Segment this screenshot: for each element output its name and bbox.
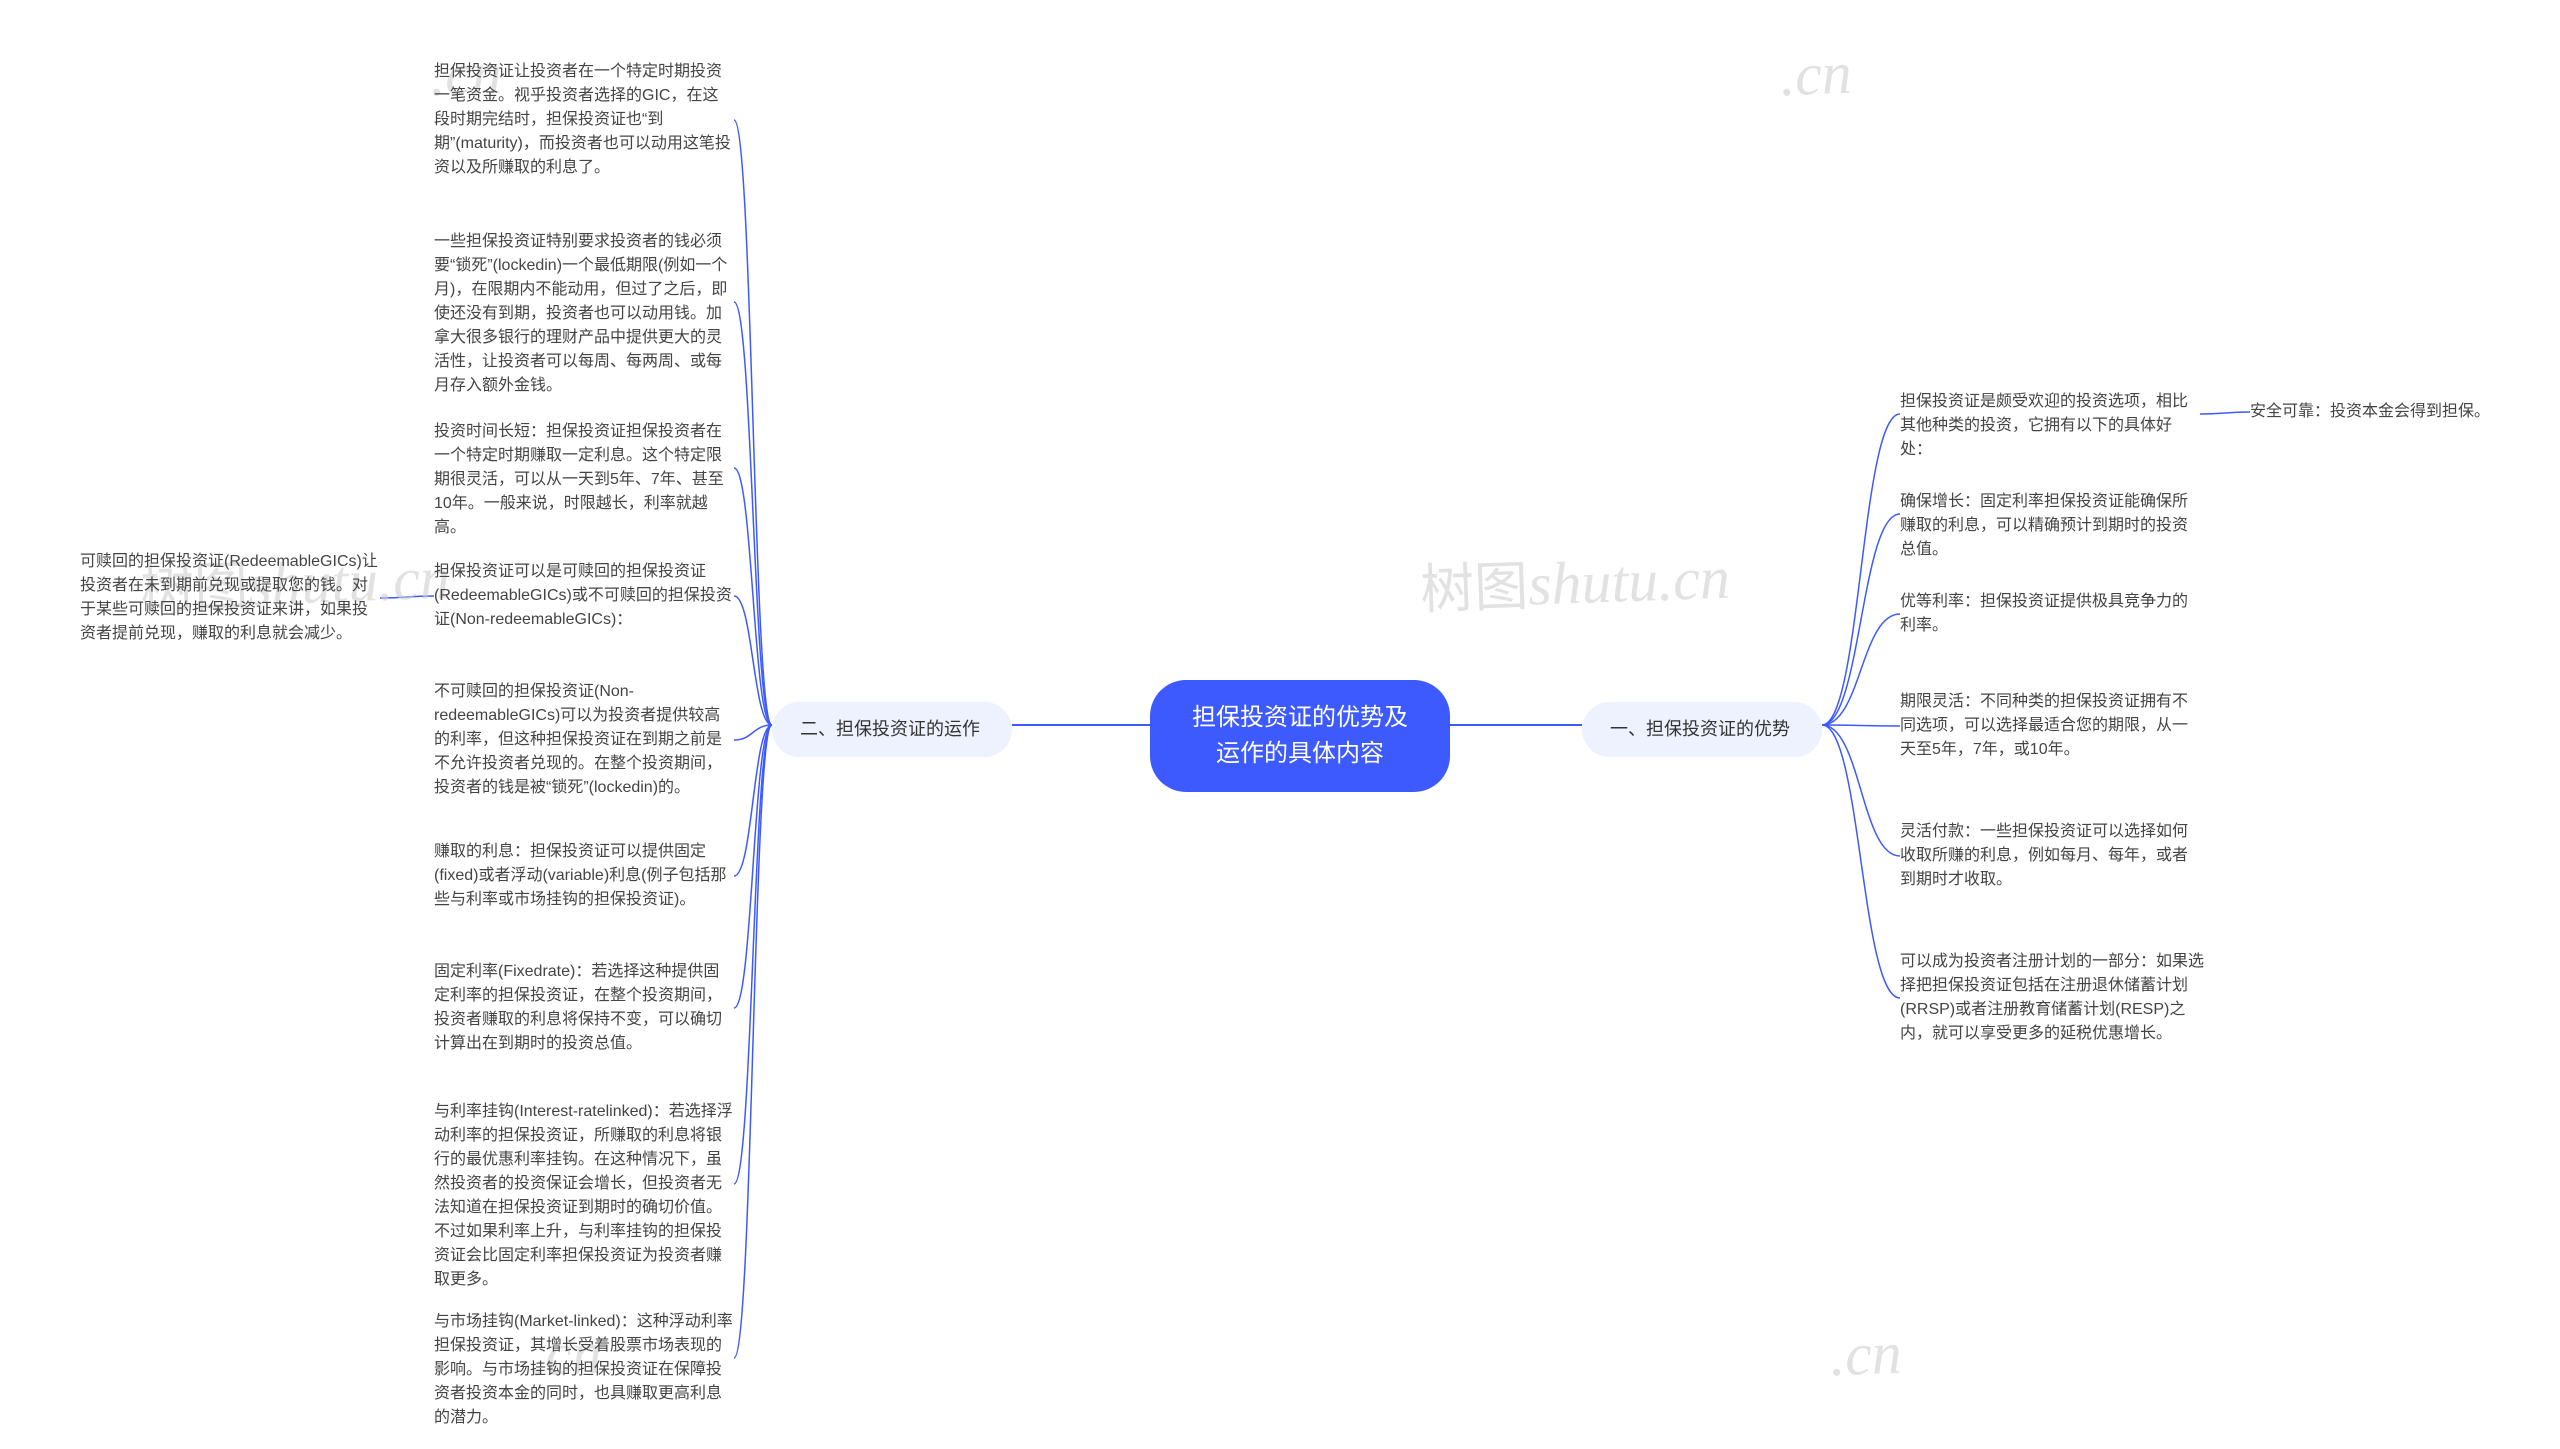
mindmap-canvas: 树图shutu.cn树图shutu.cn.cn.cn.cn.cn担保投资证的优势… — [0, 0, 2560, 1449]
watermark-1: 树图shutu.cn — [1419, 535, 1731, 625]
leaf-b2c6: 赚取的利息：担保投资证可以提供固定(fixed)或者浮动(variable)利息… — [434, 840, 734, 912]
leaf-b1c5: 灵活付款：一些担保投资证可以选择如何收取所赚的利息，例如每月、每年，或者到期时才… — [1900, 820, 2200, 892]
leaf-b1c2: 确保增长：固定利率担保投资证能确保所赚取的利息，可以精确预计到期时的投资总值。 — [1900, 490, 2200, 562]
branch-b2: 二、担保投资证的运作 — [772, 702, 1012, 757]
leaf-b2c8: 与利率挂钩(Interest-ratelinked)：若选择浮动利率的担保投资证… — [434, 1100, 734, 1292]
branch-b1: 一、担保投资证的优势 — [1582, 702, 1822, 757]
leaf-b1c1: 担保投资证是颇受欢迎的投资选项，相比其他种类的投资，它拥有以下的具体好处： — [1900, 390, 2200, 462]
watermark-3: .cn — [1779, 39, 1853, 110]
leaf-b2c9: 与市场挂钩(Market-linked)：这种浮动利率担保投资证，其增长受着股票… — [434, 1310, 734, 1430]
leaf-b2c4a: 可赎回的担保投资证(RedeemableGICs)让投资者在未到期前兑现或提取您… — [80, 550, 380, 646]
leaf-b2c7: 固定利率(Fixedrate)：若选择这种提供固定利率的担保投资证，在整个投资期… — [434, 960, 734, 1056]
leaf-b2c2: 一些担保投资证特别要求投资者的钱必须要“锁死”(lockedin)一个最低期限(… — [434, 230, 734, 398]
leaf-b1c4: 期限灵活：不同种类的担保投资证拥有不同选项，可以选择最适合您的期限，从一天至5年… — [1900, 690, 2200, 762]
root-node: 担保投资证的优势及运作的具体内容 — [1150, 680, 1450, 792]
leaf-b2c3: 投资时间长短：担保投资证担保投资者在一个特定时期赚取一定利息。这个特定限期很灵活… — [434, 420, 734, 540]
watermark-5: .cn — [1829, 1319, 1903, 1390]
leaf-b2c5: 不可赎回的担保投资证(Non-redeemableGICs)可以为投资者提供较高… — [434, 680, 734, 800]
leaf-b2c4: 担保投资证可以是可赎回的担保投资证(RedeemableGICs)或不可赎回的担… — [434, 560, 734, 632]
leaf-b2c1: 担保投资证让投资者在一个特定时期投资一笔资金。视乎投资者选择的GIC，在这段时期… — [434, 60, 734, 180]
leaf-b1c1a: 安全可靠：投资本金会得到担保。 — [2250, 400, 2510, 424]
leaf-b1c3: 优等利率：担保投资证提供极具竞争力的利率。 — [1900, 590, 2200, 638]
leaf-b1c6: 可以成为投资者注册计划的一部分：如果选择把担保投资证包括在注册退休储蓄计划(RR… — [1900, 950, 2210, 1046]
